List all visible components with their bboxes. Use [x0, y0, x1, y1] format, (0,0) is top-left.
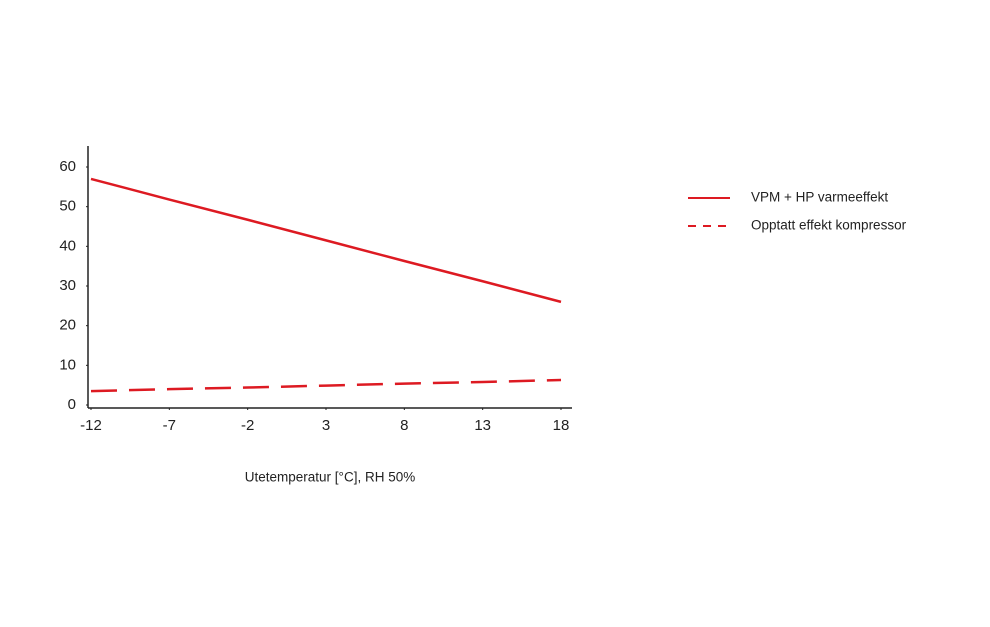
- x-tick-label: 18: [553, 417, 570, 434]
- y-tick-label: 10: [59, 356, 76, 373]
- x-tick-label: 8: [400, 417, 408, 434]
- y-tick-label: 30: [59, 277, 76, 294]
- x-tick-label: -7: [163, 417, 176, 434]
- x-tick-label: 13: [474, 417, 491, 434]
- y-tick-label: 0: [68, 396, 76, 413]
- legend-label: Opptatt effekt kompressor: [751, 218, 907, 233]
- y-tick-label: 40: [59, 237, 76, 254]
- x-tick-label: -2: [241, 417, 254, 434]
- y-tick-label: 60: [59, 158, 76, 175]
- line-series: [90, 378, 562, 393]
- line-series: [90, 177, 562, 304]
- y-tick-label: 50: [59, 198, 76, 215]
- legend-label: VPM + HP varmeeffekt: [751, 190, 888, 205]
- x-tick-label: -12: [80, 417, 102, 434]
- y-tick-label: 20: [59, 317, 76, 334]
- x-tick-label: 3: [322, 417, 330, 434]
- x-axis-label: Utetemperatur [°C], RH 50%: [245, 470, 415, 485]
